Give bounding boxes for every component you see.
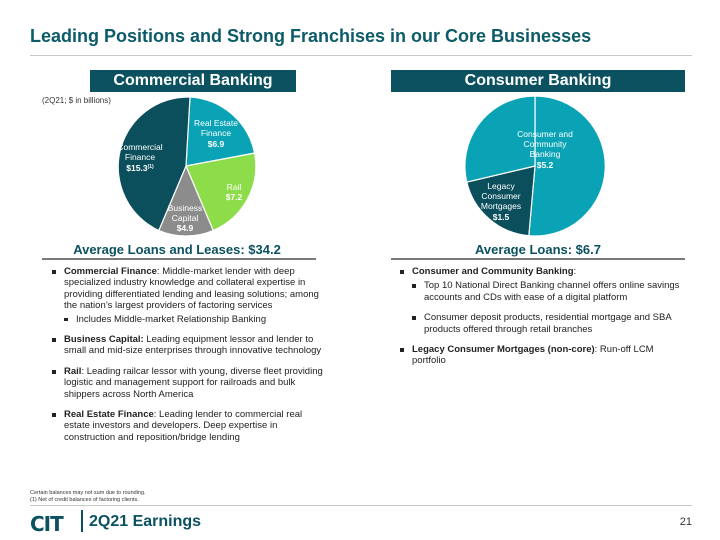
- average-loans-label: Average Loans: $6.7: [475, 242, 601, 257]
- footnotes: Certain balances may not sum due to roun…: [30, 490, 146, 504]
- bullet-consumer-community-banking: Consumer and Community Banking: Top 10 N…: [400, 266, 690, 335]
- rail-label: Rail: [227, 182, 242, 192]
- commercial-finance-label-2: Finance: [125, 152, 156, 162]
- commercial-finance-slice: [117, 96, 191, 232]
- bullet-business-capital: Business Capital: Leading equipment less…: [52, 334, 324, 357]
- real-estate-finance-slice: [185, 96, 256, 167]
- commercial-banking-header: Commercial Banking: [90, 70, 296, 92]
- title-divider: [30, 55, 692, 56]
- commercial-finance-label-1: Commercial: [117, 142, 162, 152]
- footer-divider: [30, 505, 692, 506]
- bullet-real-estate-finance: Real Estate Finance: Leading lender to c…: [52, 409, 324, 443]
- cit-logo: CIT: [30, 512, 64, 536]
- real-estate-finance-label-2: Finance: [201, 128, 232, 138]
- consumer-community-banking-slice: [528, 96, 606, 237]
- average-loans-leases-label: Average Loans and Leases: $34.2: [73, 242, 281, 257]
- bullet-rail: Rail: Leading railcar lessor with young,…: [52, 366, 324, 400]
- sub-bullet-deposit-products: Consumer deposit products, residential m…: [412, 312, 690, 335]
- logo-divider: [81, 510, 83, 532]
- rail-value: $7.2: [226, 192, 243, 202]
- page-number: 21: [679, 516, 692, 528]
- legacy-mortgages-label-3: Mortgages: [481, 201, 521, 211]
- consumer-banking-header: Consumer Banking: [391, 70, 685, 92]
- page-title: Leading Positions and Strong Franchises …: [30, 26, 592, 46]
- consumer-bullets: Consumer and Community Banking: Top 10 N…: [400, 266, 690, 376]
- real-estate-finance-value: $6.9: [208, 139, 225, 149]
- consumer-community-label-3: Banking: [530, 149, 561, 159]
- rail-slice: [185, 152, 257, 232]
- legacy-consumer-mortgages-slice: [466, 165, 536, 237]
- sub-bullet-middle-market: Includes Middle-market Relationship Bank…: [64, 314, 324, 325]
- consumer-community-banking-slice-upper: [464, 96, 536, 183]
- consumer-divider: [391, 258, 685, 260]
- units-note: (2Q21; $ in billions): [42, 96, 111, 105]
- legacy-mortgages-label-1: Legacy: [487, 181, 515, 191]
- business-capital-value: $4.9: [177, 223, 194, 233]
- consumer-community-value: $5.2: [537, 160, 554, 170]
- commercial-divider: [42, 258, 316, 260]
- bullet-commercial-finance: Commercial Finance: Middle-market lender…: [52, 266, 324, 325]
- consumer-community-label-1: Consumer and: [517, 129, 573, 139]
- consumer-community-label-2: Community: [524, 139, 568, 149]
- sub-bullet-direct-banking: Top 10 National Direct Banking channel o…: [412, 280, 690, 303]
- business-capital-slice: [158, 164, 214, 237]
- footnote-1: (1) Net of credit balances of factoring …: [30, 497, 139, 503]
- commercial-finance-value: $15.3(1): [126, 163, 154, 173]
- footer-label: 2Q21 Earnings: [89, 513, 202, 530]
- commercial-pie-chart: Commercial Finance $15.3(1) Real Estate …: [117, 96, 257, 237]
- commercial-bullets: Commercial Finance: Middle-market lender…: [52, 266, 324, 452]
- real-estate-finance-label-1: Real Estate: [194, 118, 238, 128]
- legacy-mortgages-label-2: Consumer: [481, 191, 520, 201]
- legacy-mortgages-value: $1.5: [493, 212, 510, 222]
- business-capital-label-1: Business: [168, 203, 203, 213]
- business-capital-label-2: Capital: [172, 213, 199, 223]
- bullet-legacy-consumer-mortgages: Legacy Consumer Mortgages (non-core): Ru…: [400, 344, 690, 367]
- consumer-pie-chart: Consumer and Community Banking $5.2 Lega…: [464, 96, 606, 237]
- footnote-rounding: Certain balances may not sum due to roun…: [30, 490, 146, 496]
